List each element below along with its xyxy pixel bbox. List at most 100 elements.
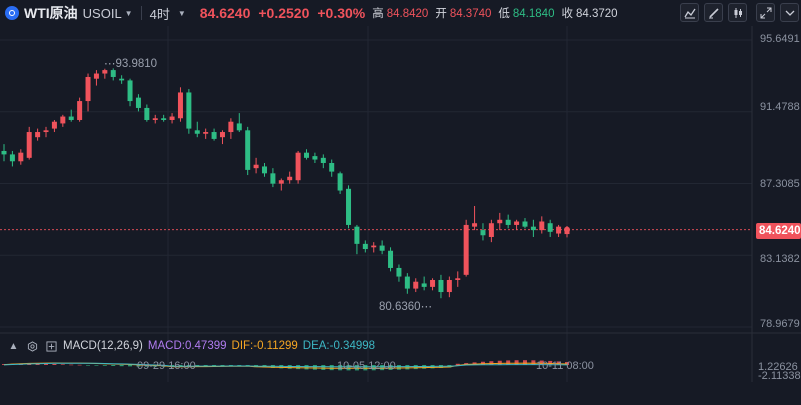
line-chart-icon[interactable] — [680, 3, 699, 22]
macd-histogram-bar — [371, 365, 376, 371]
collapse-triangle-icon[interactable]: ▲ — [8, 340, 19, 352]
symbol-name[interactable]: WTI原油 — [24, 5, 78, 21]
stat-high: 高 84.8420 — [372, 5, 428, 21]
stat-high-label: 高 — [372, 8, 384, 20]
candle-body — [236, 123, 242, 131]
candle-body — [488, 223, 494, 237]
macd-header: ▲ MACD(12,26,9) MACD:0.47399 DIF:-0.1129… — [0, 336, 375, 356]
candle-body — [446, 279, 452, 293]
macd-histogram-bar — [497, 360, 502, 365]
macd-value: MACD:0.47399 — [147, 340, 227, 352]
candle-body — [169, 116, 175, 120]
chart-grid — [0, 26, 801, 382]
candle-body — [304, 152, 310, 158]
last-price-tag: 84.6240 — [756, 223, 801, 239]
macd-histogram-bar — [228, 365, 233, 366]
x-tick: 09-29 16:00 — [137, 360, 196, 372]
candle-body — [245, 130, 251, 170]
macd-histogram-bar — [346, 365, 351, 371]
price-change: +0.2520 — [258, 5, 310, 21]
candle-body — [379, 245, 385, 251]
candles — [1, 68, 570, 299]
candle-body — [388, 250, 394, 268]
dea-line — [3, 362, 568, 368]
draw-pen-icon[interactable] — [704, 3, 723, 22]
macd-histogram-bar — [77, 364, 82, 366]
macd-histogram-bar — [119, 365, 124, 367]
candle-body — [354, 226, 360, 244]
candle-body — [287, 176, 293, 181]
candle-body — [60, 116, 66, 124]
period-dropdown-icon[interactable]: ▼ — [177, 8, 186, 18]
macd-histogram-bar — [539, 360, 544, 365]
dif-value: DIF:-0.11299 — [231, 340, 298, 352]
macd-histogram-bar — [413, 365, 418, 370]
candle-body — [127, 80, 133, 102]
macd-histogram-bar — [455, 363, 460, 365]
y-tick: 83.1382 — [760, 253, 800, 265]
stat-high-value: 84.8420 — [386, 8, 429, 20]
macd-histogram-bar — [321, 365, 326, 370]
candle-body — [530, 226, 536, 231]
y-tick: 95.6491 — [760, 33, 800, 45]
symbol-logo-icon — [5, 6, 19, 20]
candle-body — [203, 132, 209, 134]
candle-body — [228, 121, 234, 133]
candle-body — [68, 116, 74, 120]
macd-histogram-bar — [531, 360, 536, 365]
add-indicator-icon[interactable] — [46, 340, 57, 352]
fullscreen-icon[interactable] — [756, 3, 775, 22]
symbol-code[interactable]: USOIL — [82, 5, 122, 21]
candle-body — [261, 166, 267, 174]
macd-histogram-bar — [396, 365, 401, 370]
candle-body — [505, 219, 511, 225]
stat-open-label: 开 — [435, 8, 447, 20]
candlestick-type-icon[interactable] — [728, 3, 747, 22]
settings-icon[interactable] — [27, 340, 38, 352]
dea-value: DEA:-0.34998 — [302, 340, 376, 352]
symbol-dropdown-icon[interactable]: ▼ — [124, 8, 133, 18]
divider — [140, 6, 142, 20]
candle-body — [421, 283, 427, 287]
candle-body — [346, 188, 352, 225]
candle-body — [438, 279, 444, 293]
candle-body — [514, 221, 520, 225]
period-selector[interactable]: 4时 — [149, 6, 170, 22]
quote-header: WTI原油 USOIL ▼ 4时 ▼ 84.6240 +0.2520 +0.30… — [0, 0, 801, 26]
candle-body — [26, 132, 32, 158]
collapse-icon[interactable] — [780, 3, 799, 22]
candlestick-chart[interactable] — [0, 26, 801, 405]
macd-histogram-bar — [111, 365, 116, 366]
y-tick: 91.4788 — [760, 101, 800, 113]
candle-body — [211, 132, 217, 139]
candle-body — [18, 152, 24, 162]
macd-histogram-bar — [237, 365, 242, 366]
macd-histogram-bar — [548, 360, 553, 365]
macd-histogram-bar — [102, 365, 107, 366]
toolbar — [675, 3, 799, 22]
candle-body — [430, 279, 436, 287]
candle-body — [35, 132, 41, 138]
macd-histogram-bar — [86, 365, 91, 366]
macd-histogram-bar — [94, 365, 99, 366]
candle-body — [278, 180, 284, 184]
candle-body — [396, 267, 402, 277]
candle-body — [404, 276, 410, 289]
candle-body — [161, 118, 167, 120]
macd-histogram-bar — [69, 364, 74, 366]
candle-body — [320, 157, 326, 164]
x-tick: 10-11 08:00 — [536, 360, 594, 372]
candle-body — [295, 152, 301, 181]
candle-body — [312, 156, 318, 160]
macd-histogram-bar — [35, 363, 40, 365]
high-annotation: ⋯93.9810 — [104, 58, 158, 70]
macd-histogram-bar — [144, 365, 149, 367]
candle-body — [135, 97, 141, 108]
stat-low-value: 84.1840 — [512, 8, 555, 20]
candle-body — [362, 243, 368, 250]
macd-histogram-bar — [60, 364, 65, 365]
candle-body — [194, 130, 200, 134]
candle-body — [186, 92, 192, 129]
macd-histogram-bar — [52, 363, 57, 365]
macd-histogram-bar — [354, 365, 359, 371]
